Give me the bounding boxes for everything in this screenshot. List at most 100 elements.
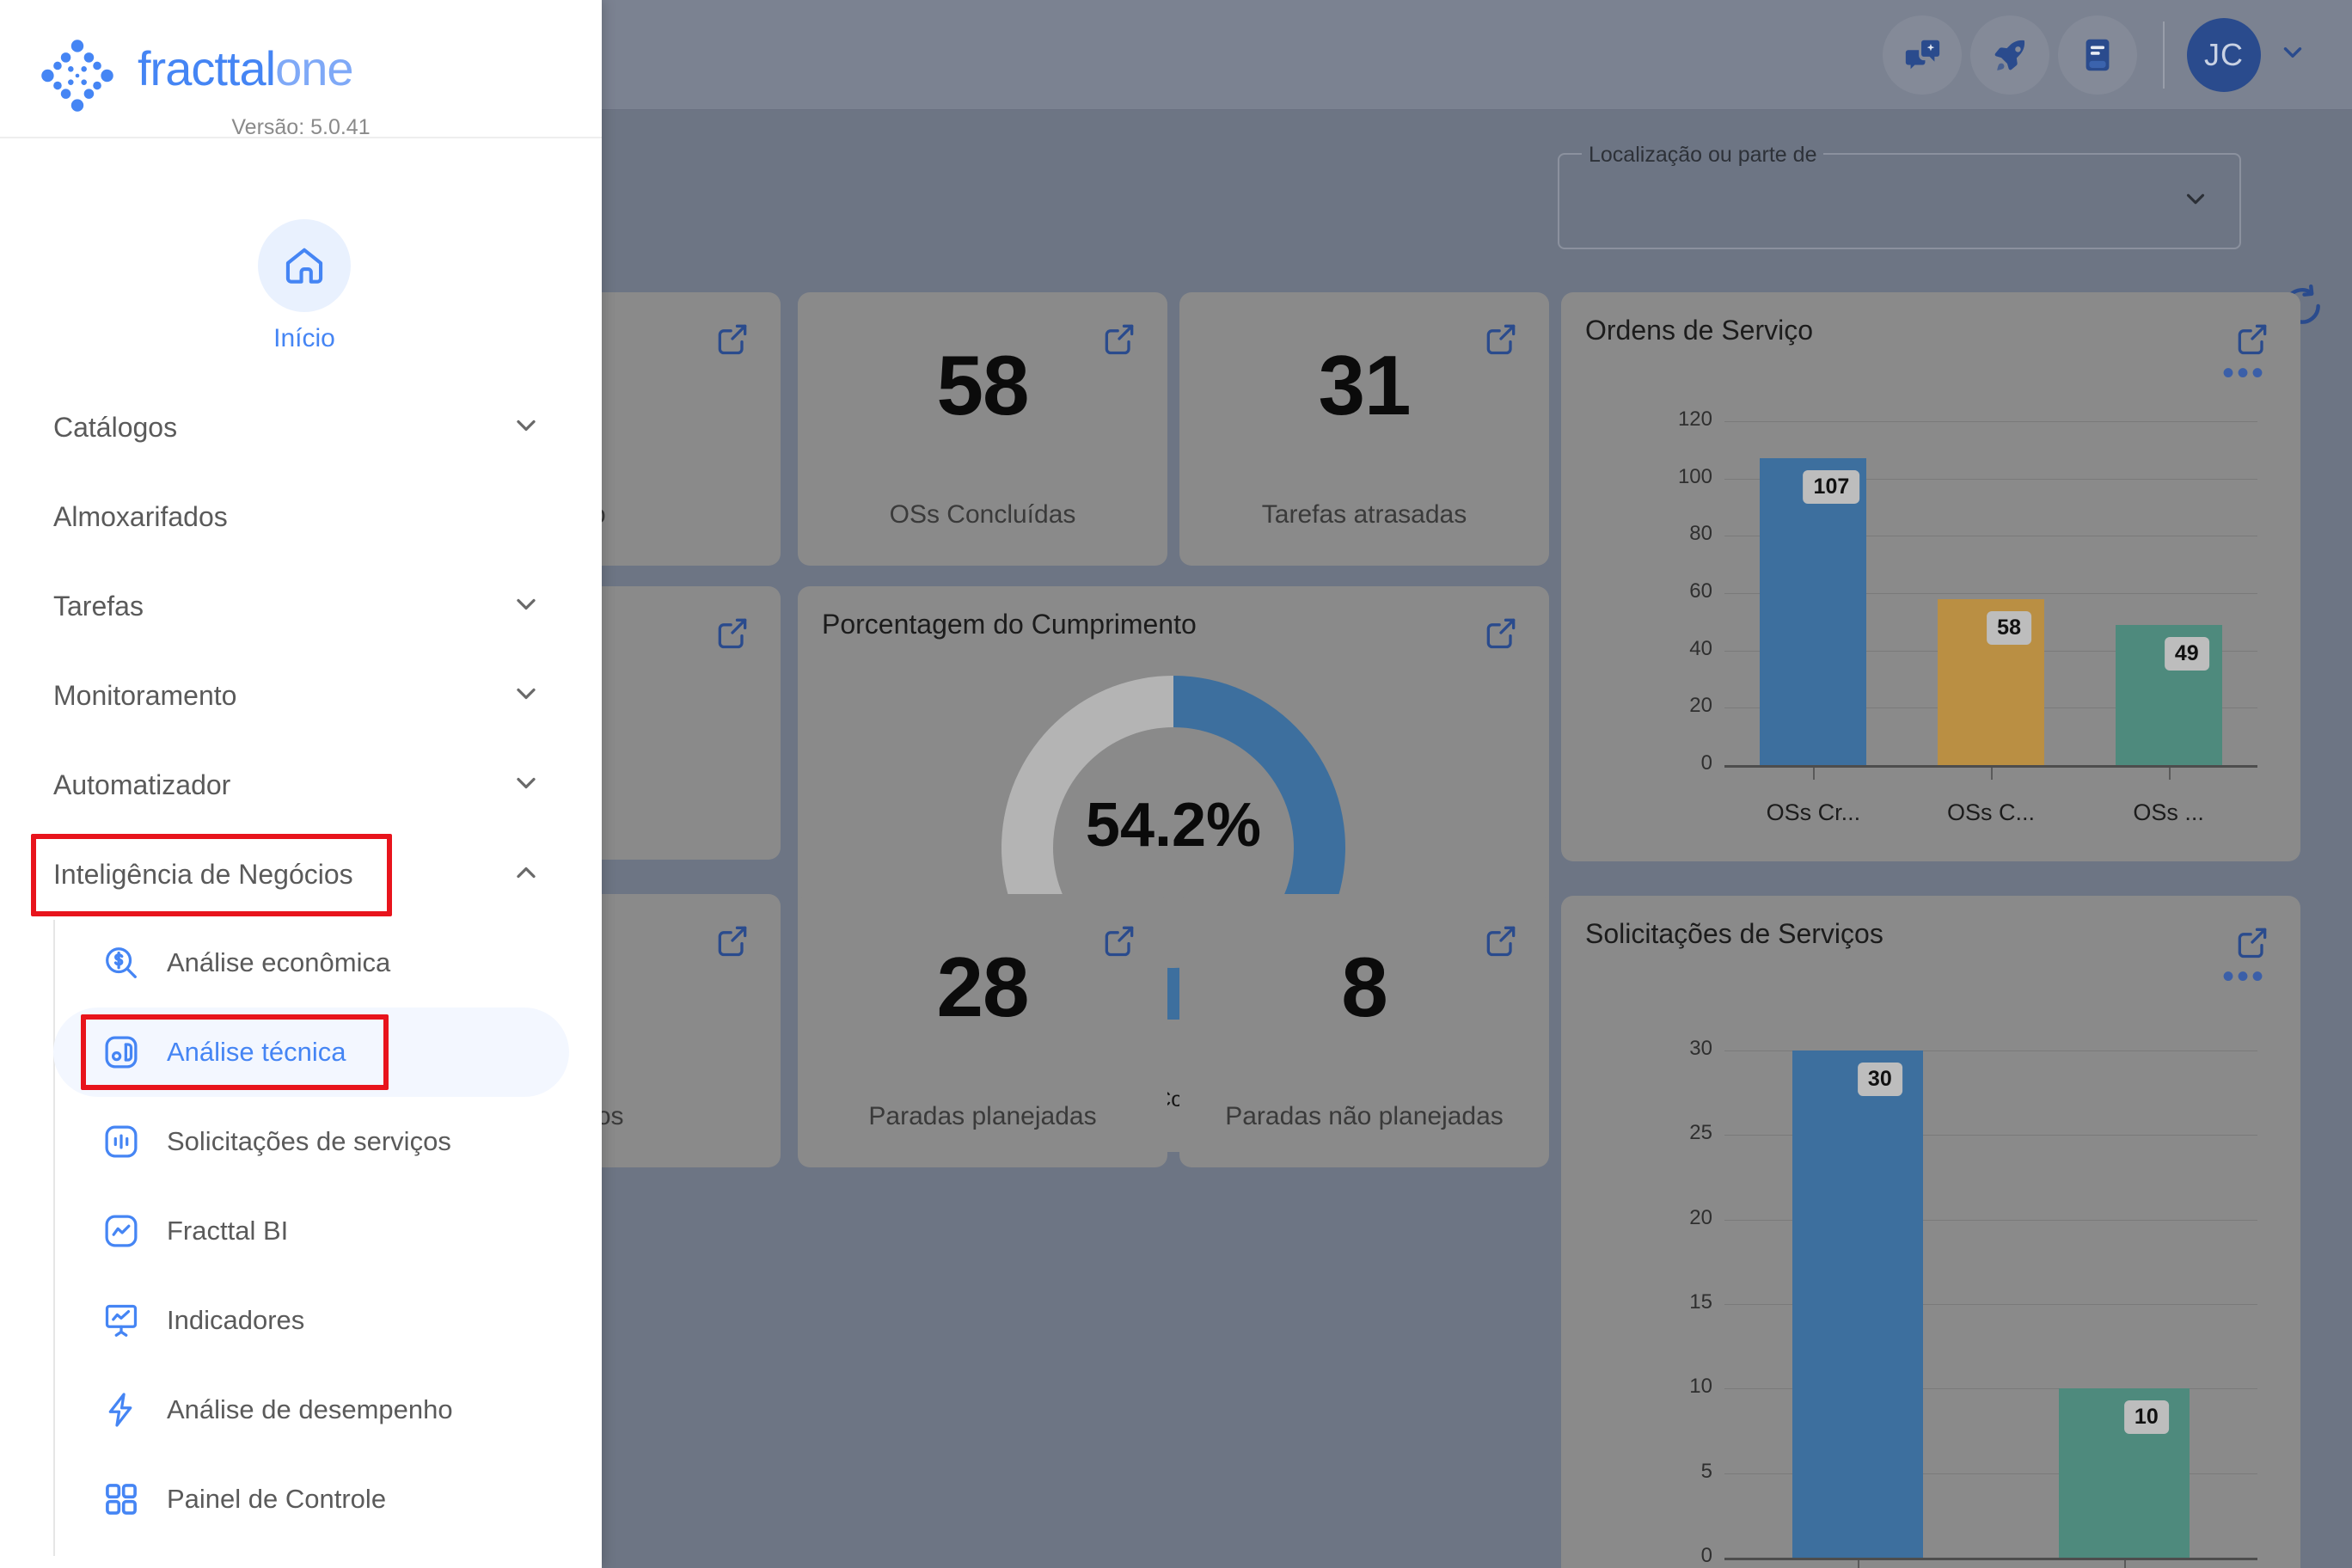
kpi-value: 28 xyxy=(936,940,1029,1034)
solicitacoes-de-servicos-chart-card[interactable]: Solicitações de Serviços ••• 0 5 10 15 20 25 3… xyxy=(1561,896,2300,1568)
open-external-icon[interactable] xyxy=(1100,320,1138,362)
bar[interactable] xyxy=(1792,1050,1923,1558)
open-external-icon[interactable] xyxy=(2233,923,2271,965)
logo-text-fracttal: fracttal xyxy=(138,41,276,95)
sidebar-subitem-label: Análise de desempenho xyxy=(167,1394,453,1424)
bars-box-icon xyxy=(98,1122,144,1161)
logo[interactable]: fracttalone Versão: 5.0.41 xyxy=(0,0,602,139)
donut-center-value: 54.2% xyxy=(1085,791,1262,860)
version-label: Versão: 5.0.41 xyxy=(231,115,371,139)
y-axis-tick-label: 25 xyxy=(1689,1121,1712,1145)
sidebar-subitem-analise-economica[interactable]: Análise econômica xyxy=(53,918,569,1008)
sidebar-item-inicio[interactable]: Início xyxy=(258,219,351,353)
chevron-down-icon[interactable] xyxy=(511,678,542,714)
bar[interactable] xyxy=(1760,458,1867,765)
sidebar-item-monitoramento[interactable]: Monitoramento xyxy=(0,651,602,740)
kpi-value: 58 xyxy=(936,338,1029,432)
sidebar-item-label: Tarefas xyxy=(53,590,144,622)
sidebar-subitem-analise-tecnica[interactable]: Análise técnica xyxy=(53,1008,569,1097)
sidebar-subitem-indicadores[interactable]: Indicadores xyxy=(53,1276,569,1365)
dollar-search-icon xyxy=(98,943,144,983)
gridline xyxy=(1724,421,2257,422)
card-title: Ordens de Serviço xyxy=(1585,315,1814,346)
chevron-down-icon[interactable] xyxy=(511,768,542,803)
trend-line-box-icon xyxy=(98,1211,144,1251)
sidebar-item-catalogos[interactable]: Catálogos xyxy=(0,383,602,472)
kpi-card[interactable]: 31 Tarefas atrasadas xyxy=(1179,292,1549,566)
avatar[interactable]: JC xyxy=(2187,17,2261,92)
kpi-label: Paradas não planejadas xyxy=(1225,1102,1504,1130)
bar-value-label: 49 xyxy=(2164,636,2209,671)
open-external-icon[interactable] xyxy=(714,320,751,362)
ordens-de-servico-chart-card[interactable]: Ordens de Serviço ••• 0 20 40 60 80 100 120 107… xyxy=(1561,292,2300,861)
open-external-icon[interactable] xyxy=(1100,922,1138,964)
logo-text-one: one xyxy=(275,41,353,95)
y-axis-tick-label: 100 xyxy=(1677,464,1712,488)
document-icon[interactable] xyxy=(2058,15,2137,95)
chevron-down-icon[interactable] xyxy=(2278,38,2307,71)
gridline xyxy=(1724,593,2257,594)
sidebar-item-inteligencia-de-negocios[interactable]: Inteligência de Negócios xyxy=(0,830,602,919)
sidebar-item-label: Automatizador xyxy=(53,769,231,800)
sidebar-subitem-label: Análise econômica xyxy=(167,947,391,977)
sidebar-subitem-label: Solicitações de serviços xyxy=(167,1126,451,1156)
x-axis-line xyxy=(1724,765,2257,768)
open-external-icon[interactable] xyxy=(1482,922,1520,964)
kpi-card[interactable]: 58 OSs Concluídas xyxy=(798,292,1167,566)
y-axis-tick-label: 10 xyxy=(1689,1375,1712,1399)
sidebar-subitem-analise-de-desempenho[interactable]: Análise de desempenho xyxy=(53,1365,569,1455)
y-axis-tick-label: 20 xyxy=(1689,1205,1712,1229)
sidebar-item-tarefas[interactable]: Tarefas xyxy=(0,561,602,651)
sidebar-subitem-label: Painel de Controle xyxy=(167,1484,387,1514)
gridline xyxy=(1724,1219,2257,1221)
sidebar-subitem-label: Indicadores xyxy=(167,1305,305,1335)
location-select[interactable]: Localização ou parte de xyxy=(1558,143,2241,249)
gridline xyxy=(1724,478,2257,480)
x-axis-tick xyxy=(1858,1560,1859,1568)
kpi-label: Paradas planejadas xyxy=(868,1102,1097,1130)
sidebar-subitem-label: Análise técnica xyxy=(167,1037,346,1067)
y-axis-tick-label: 20 xyxy=(1689,694,1712,718)
ai-chat-icon[interactable] xyxy=(1883,15,1962,95)
y-axis-tick-label: 40 xyxy=(1689,636,1712,660)
header-divider xyxy=(2163,21,2165,89)
kpi-value: 31 xyxy=(1318,338,1411,432)
chevron-down-icon[interactable] xyxy=(511,589,542,624)
sidebar-subitem-painel-de-controle[interactable]: Painel de Controle xyxy=(53,1455,569,1544)
open-external-icon[interactable] xyxy=(714,922,751,964)
kpi-card[interactable]: 8 Paradas não planejadas xyxy=(1179,894,1549,1167)
x-axis-tick-label: OSs ... xyxy=(2133,799,2204,825)
y-axis-tick-label: 80 xyxy=(1689,522,1712,546)
open-external-icon[interactable] xyxy=(1482,614,1520,656)
open-external-icon[interactable] xyxy=(2233,320,2271,362)
bar-value-label: 10 xyxy=(2123,1400,2169,1435)
sidebar-item-label: Monitoramento xyxy=(53,679,237,711)
sidebar-subitem-solicitacoes-de-servicos[interactable]: Solicitações de serviços xyxy=(53,1097,569,1186)
y-axis-tick-label: 5 xyxy=(1700,1459,1712,1483)
kpi-card[interactable]: 28 Paradas planejadas xyxy=(798,894,1167,1167)
sidebar-subitem-label: Fracttal BI xyxy=(167,1216,289,1246)
fracttal-logo-icon xyxy=(36,34,119,121)
open-external-icon[interactable] xyxy=(714,614,751,656)
kpi-label: OSs Concluídas xyxy=(889,500,1076,529)
x-axis-tick-label: OSs Cr... xyxy=(1766,799,1861,825)
chevron-down-icon[interactable] xyxy=(2181,185,2210,218)
x-axis-tick xyxy=(1813,768,1816,780)
open-external-icon[interactable] xyxy=(1482,320,1520,362)
chevron-up-icon[interactable] xyxy=(511,857,542,892)
sidebar-subitem-fracttal-bi[interactable]: Fracttal BI xyxy=(53,1186,569,1276)
chevron-down-icon[interactable] xyxy=(511,410,542,445)
sidebar-item-automatizador[interactable]: Automatizador xyxy=(0,740,602,830)
x-axis-line xyxy=(1724,1558,2257,1560)
sidebar-item-label: Inteligência de Negócios xyxy=(53,858,353,890)
bar-value-label: 58 xyxy=(1987,610,2031,645)
sidebar-item-label: Almoxarifados xyxy=(53,500,228,532)
x-axis-tick xyxy=(2168,768,2171,780)
rocket-icon[interactable] xyxy=(1970,15,2049,95)
bar-chart: 05101520253030Cri...10Res... xyxy=(1561,896,2300,1568)
sidebar-item-label: Início xyxy=(273,324,335,352)
x-axis-tick-label: OSs C... xyxy=(1946,799,2036,825)
sidebar-item-almoxarifados[interactable]: Almoxarifados xyxy=(0,472,602,561)
sidebar-divider xyxy=(0,137,602,138)
